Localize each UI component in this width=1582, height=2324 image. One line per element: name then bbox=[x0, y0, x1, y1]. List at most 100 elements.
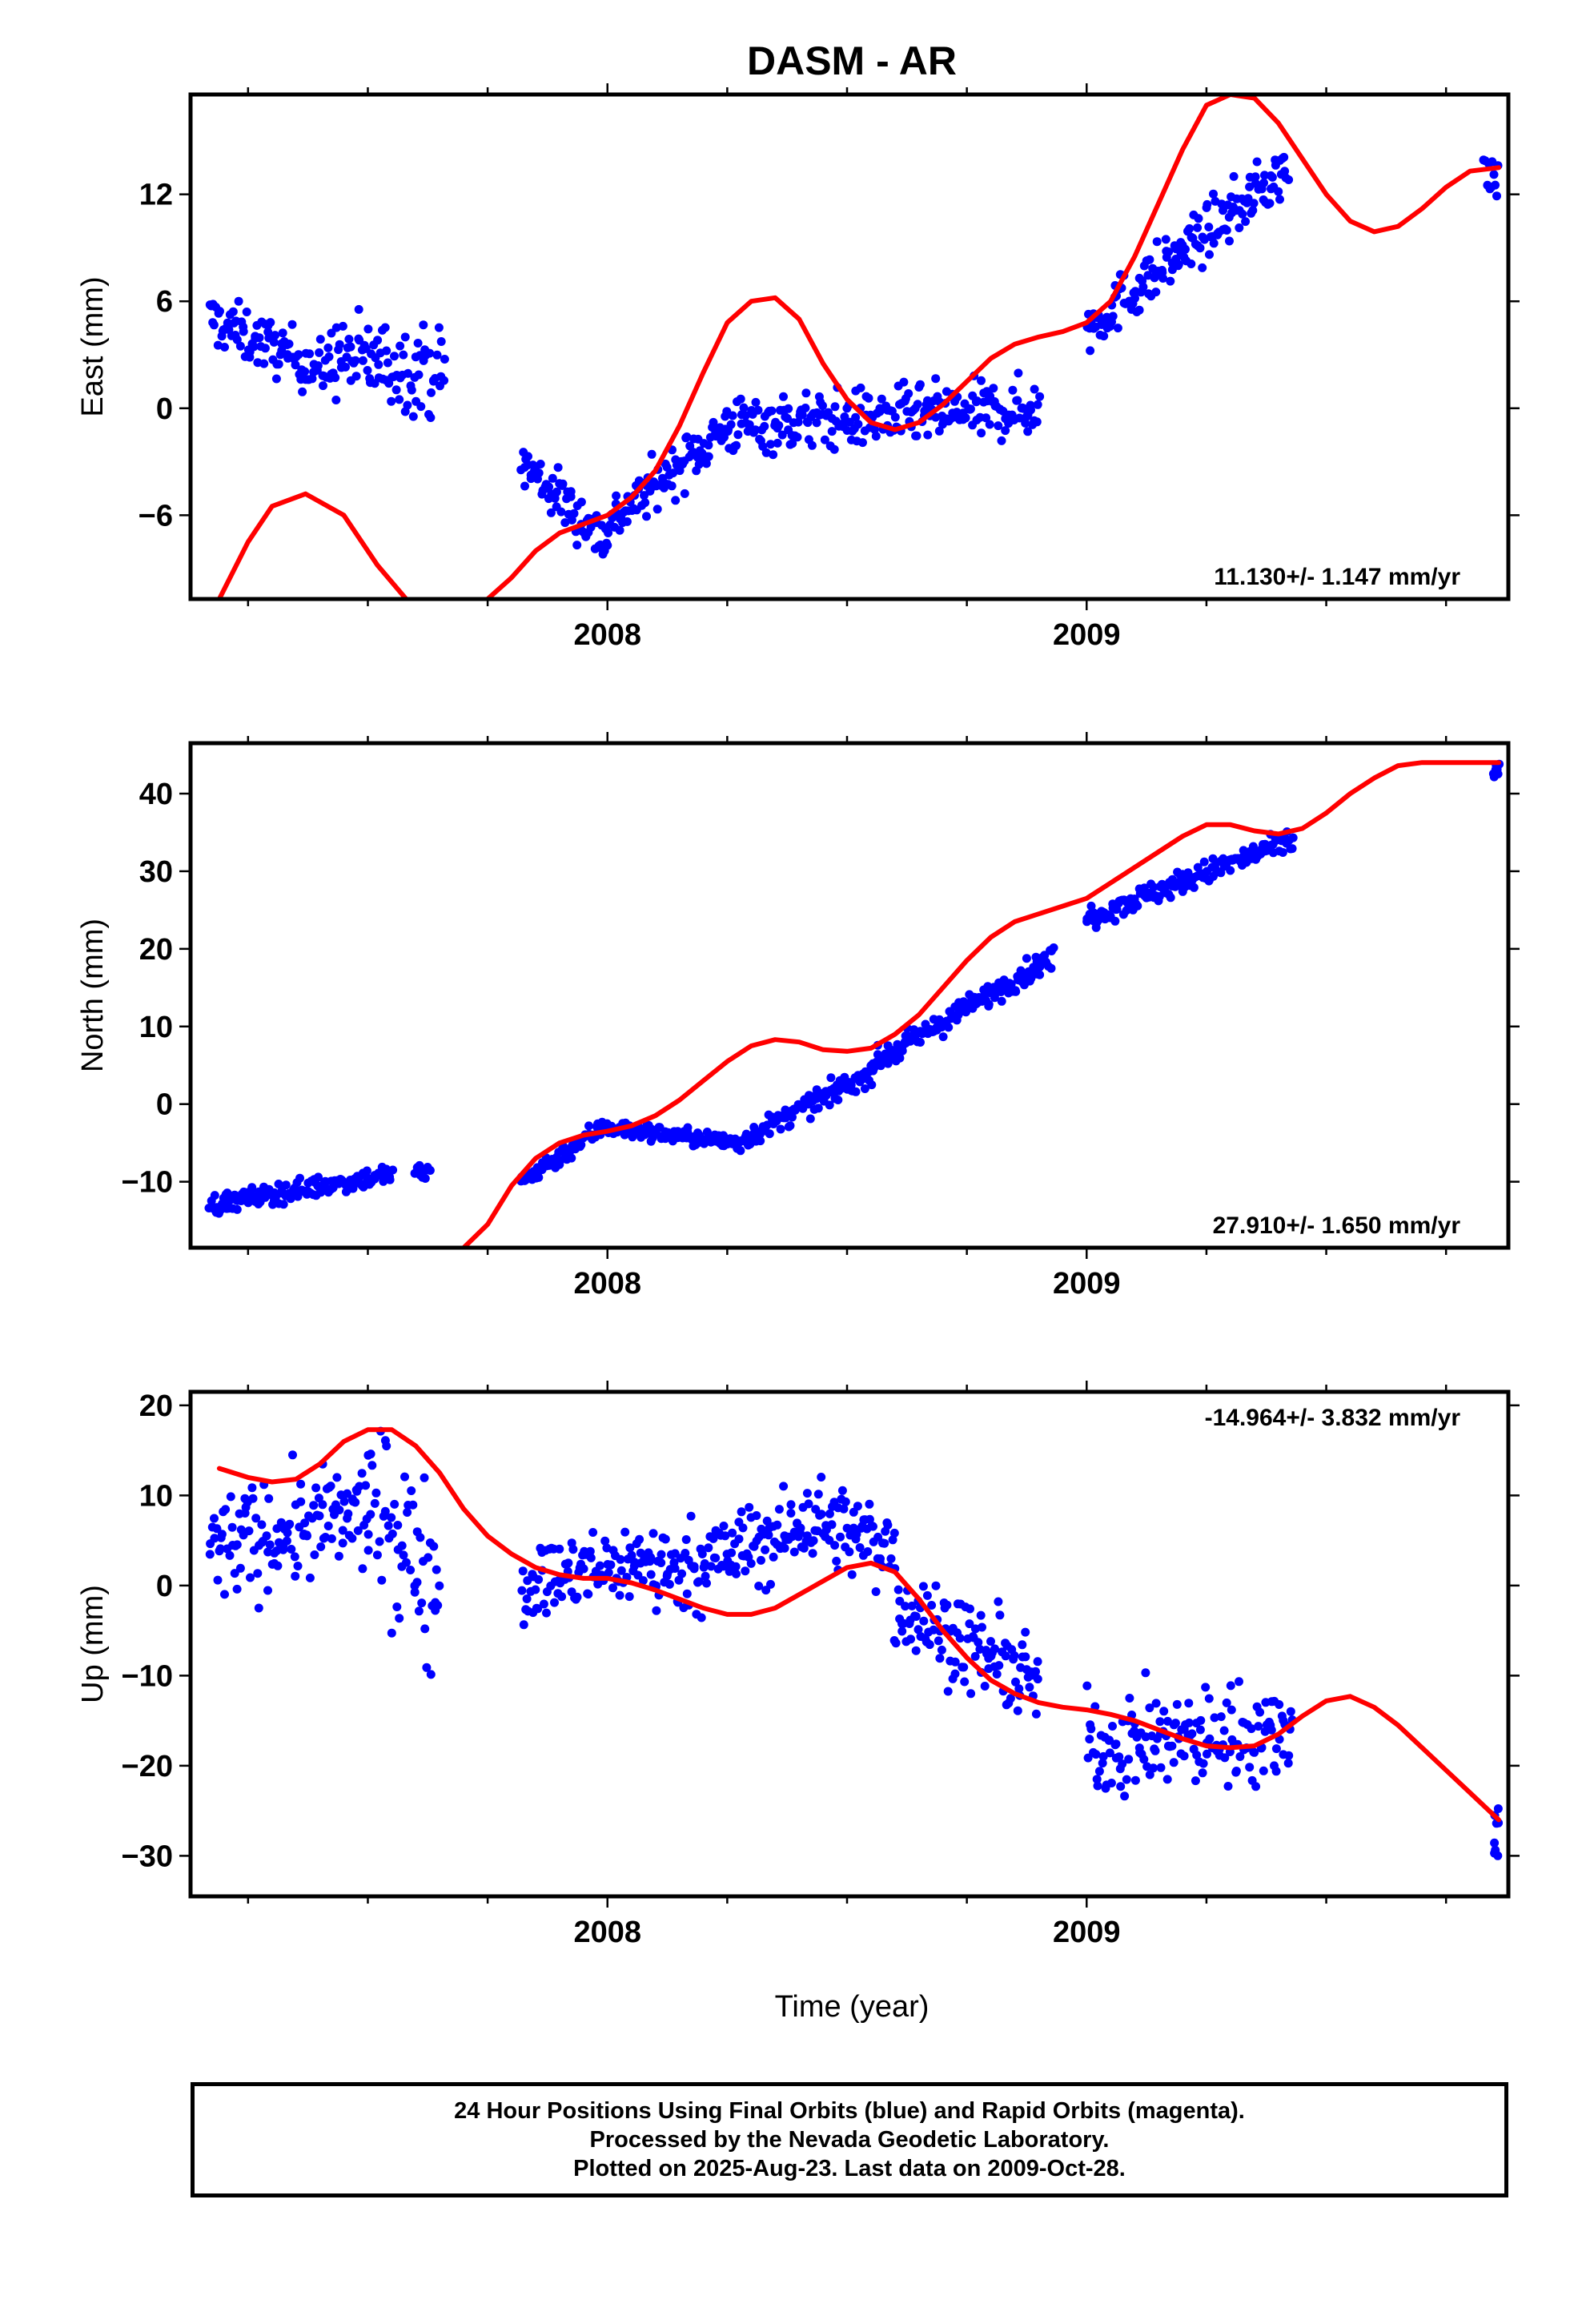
y-tick-label: 10 bbox=[139, 1479, 173, 1513]
footer-line-3: Plotted on 2025-Aug-23. Last data on 200… bbox=[573, 2156, 1126, 2181]
data-point bbox=[1106, 1779, 1116, 1787]
data-point bbox=[383, 358, 392, 368]
data-point bbox=[1198, 1768, 1207, 1778]
data-point bbox=[407, 1486, 416, 1495]
data-point bbox=[357, 1469, 367, 1478]
data-point bbox=[569, 509, 579, 518]
data-point bbox=[801, 404, 810, 412]
data-point bbox=[1252, 157, 1262, 167]
data-point bbox=[262, 1531, 271, 1541]
data-point bbox=[701, 459, 711, 468]
data-point bbox=[533, 1604, 543, 1614]
data-point bbox=[980, 1682, 990, 1691]
data-point bbox=[955, 1634, 965, 1643]
data-point bbox=[425, 1166, 435, 1175]
data-point bbox=[1149, 883, 1158, 892]
data-point bbox=[390, 1499, 400, 1509]
data-point bbox=[853, 420, 863, 429]
data-point bbox=[420, 1473, 429, 1482]
data-point bbox=[1279, 152, 1289, 162]
data-point bbox=[779, 392, 788, 401]
data-point bbox=[1493, 1804, 1503, 1813]
data-point bbox=[1134, 305, 1144, 315]
data-point bbox=[977, 376, 986, 385]
data-point bbox=[296, 1479, 306, 1489]
data-point bbox=[829, 444, 839, 454]
data-point bbox=[383, 1521, 393, 1530]
data-point bbox=[232, 1584, 242, 1594]
data-point bbox=[851, 412, 861, 422]
data-point bbox=[303, 1531, 311, 1541]
data-point bbox=[221, 1505, 231, 1514]
data-point bbox=[517, 1586, 527, 1595]
data-point bbox=[721, 1531, 730, 1541]
panel-frame bbox=[188, 741, 1511, 1250]
data-point bbox=[284, 340, 294, 348]
data-point bbox=[403, 1508, 412, 1517]
data-point bbox=[1033, 1657, 1042, 1667]
data-point bbox=[1260, 171, 1269, 180]
data-point bbox=[877, 394, 886, 404]
data-point bbox=[827, 1520, 837, 1530]
data-point bbox=[837, 1486, 847, 1495]
data-point bbox=[531, 1585, 540, 1594]
data-point bbox=[934, 426, 944, 436]
data-point bbox=[1195, 243, 1205, 253]
data-point bbox=[826, 1073, 836, 1083]
data-point bbox=[242, 308, 251, 316]
data-point bbox=[704, 440, 713, 450]
data-point bbox=[732, 1569, 741, 1578]
data-point bbox=[992, 1670, 1002, 1679]
data-point bbox=[363, 366, 372, 375]
data-point bbox=[235, 341, 245, 351]
data-point bbox=[397, 1541, 407, 1550]
data-point bbox=[706, 1562, 716, 1571]
data-point bbox=[765, 1129, 774, 1139]
data-point bbox=[832, 1556, 841, 1566]
data-point bbox=[1018, 1640, 1027, 1650]
data-point bbox=[282, 1536, 291, 1546]
data-point bbox=[754, 1582, 764, 1590]
data-point bbox=[918, 1582, 928, 1591]
data-point bbox=[606, 1560, 616, 1570]
data-point bbox=[414, 370, 424, 380]
y-tick-label: 40 bbox=[139, 778, 173, 811]
data-point bbox=[354, 304, 363, 314]
data-point bbox=[855, 1543, 865, 1552]
data-point bbox=[1138, 282, 1148, 292]
data-point bbox=[640, 498, 650, 508]
data-point bbox=[762, 1516, 772, 1526]
data-point bbox=[353, 1526, 363, 1535]
data-point bbox=[1105, 1735, 1114, 1745]
data-point bbox=[972, 396, 982, 406]
data-point bbox=[416, 1533, 425, 1542]
data-point bbox=[210, 1534, 219, 1543]
data-point bbox=[1169, 1758, 1178, 1767]
data-point bbox=[847, 1570, 857, 1579]
data-point bbox=[266, 318, 275, 328]
data-point bbox=[217, 1530, 227, 1539]
data-point bbox=[827, 427, 837, 436]
data-point bbox=[239, 327, 248, 336]
data-point bbox=[1193, 862, 1203, 872]
data-point bbox=[785, 1121, 795, 1131]
data-point bbox=[422, 1663, 432, 1672]
data-point bbox=[324, 352, 334, 361]
data-point bbox=[338, 1526, 347, 1535]
data-point bbox=[247, 1183, 257, 1192]
data-point bbox=[830, 1541, 840, 1550]
data-point bbox=[225, 1550, 235, 1560]
data-point bbox=[893, 1585, 903, 1594]
data-point bbox=[751, 425, 761, 435]
y-tick-label: 20 bbox=[139, 933, 173, 967]
data-point bbox=[1086, 346, 1095, 356]
data-point bbox=[845, 1547, 854, 1557]
y-tick-label: −10 bbox=[122, 1166, 173, 1200]
data-point bbox=[888, 1535, 897, 1545]
data-point bbox=[347, 1534, 357, 1543]
data-point bbox=[316, 1542, 326, 1551]
data-point bbox=[432, 350, 442, 360]
data-point bbox=[1011, 987, 1021, 996]
data-point bbox=[440, 376, 449, 385]
data-point bbox=[1283, 1759, 1293, 1768]
